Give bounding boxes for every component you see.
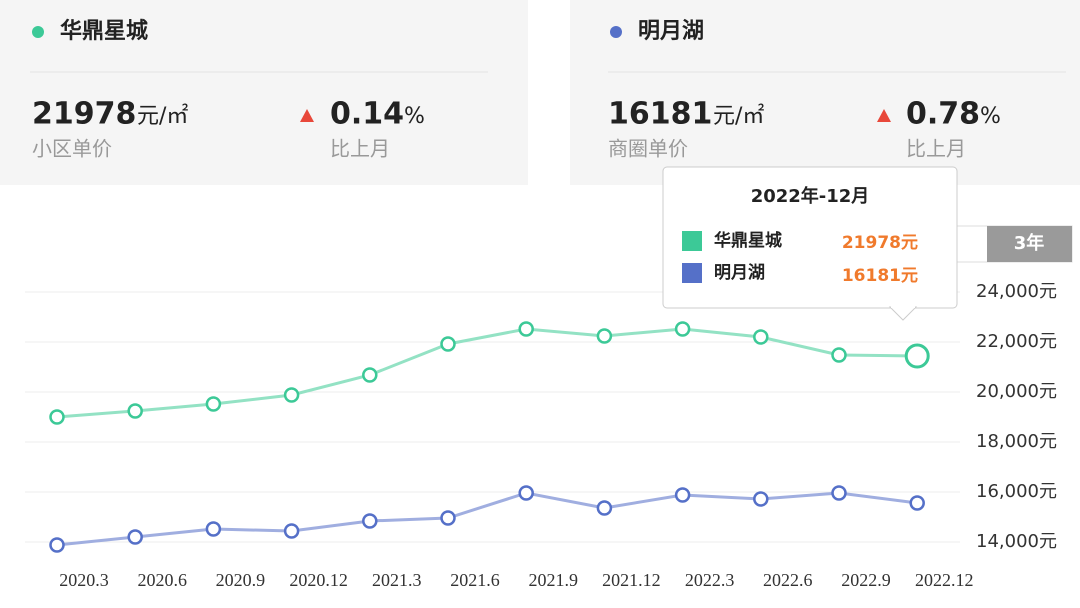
point [518, 321, 534, 337]
change: 0.78 [906, 97, 980, 132]
point [49, 409, 65, 425]
change-label: 比上月 [330, 137, 390, 161]
price-label: 商圈单价 [608, 137, 688, 161]
change-unit: % [980, 104, 1001, 129]
tab[interactable] [987, 226, 1072, 262]
point [440, 510, 456, 526]
change-unit: % [404, 104, 425, 129]
x-tick-label: 2020.9 [216, 570, 266, 590]
chart: 14,000元 16,000元 18,000元 20,000元 22,000元 24,00… [25, 281, 1057, 590]
tooltip-swatch [682, 231, 702, 251]
price-label: 小区单价 [32, 137, 112, 161]
point [127, 529, 143, 545]
point [753, 329, 769, 345]
point [362, 513, 378, 529]
point [674, 487, 691, 503]
tooltip-title: 2022年-12月 [751, 185, 870, 207]
change-label: 比上月 [906, 137, 966, 161]
point [518, 485, 534, 501]
point [440, 336, 456, 352]
price: 16181 [608, 97, 712, 132]
point [127, 403, 143, 419]
tooltip-swatch [682, 263, 702, 283]
x-tick-label: 2020.3 [59, 570, 109, 590]
point [362, 367, 378, 383]
x-tick-label: 2022.9 [841, 570, 891, 590]
price: 21978 [32, 97, 136, 132]
tooltip-pointer [888, 306, 918, 321]
point [283, 387, 300, 403]
point [753, 491, 769, 507]
x-tick-label: 2021.9 [528, 570, 578, 590]
card [570, 0, 1080, 185]
tab-label[interactable]: 3年 [1014, 232, 1045, 254]
card-dot [610, 26, 622, 38]
y-tick-label: 18,000元 [976, 431, 1057, 452]
point [596, 328, 613, 344]
series-line [56, 327, 918, 419]
point [674, 321, 691, 337]
change: 0.14 [330, 97, 404, 132]
point [49, 537, 65, 553]
y-tick-label: 16,000元 [976, 481, 1057, 502]
x-tick-label: 2022.3 [685, 570, 735, 590]
point [205, 521, 222, 537]
x-tick-label: 2021.6 [450, 570, 500, 590]
tooltip-box [662, 166, 958, 309]
x-tick-label: 2020.12 [289, 570, 348, 590]
up-icon [877, 109, 891, 122]
series-line [56, 491, 918, 547]
point [904, 343, 930, 369]
x-tick-label: 2021.3 [372, 570, 422, 590]
y-tick-label: 24,000元 [976, 281, 1057, 302]
card-dot [32, 26, 44, 38]
x-tick-label: 2022.12 [915, 570, 974, 590]
price-unit: 元/㎡ [137, 103, 188, 129]
x-tick-label: 2021.12 [602, 570, 661, 590]
tooltip: 2022年-12月 华鼎星城 21978元 明月湖 16181元 [662, 166, 958, 321]
tooltip-name: 明月湖 [714, 263, 765, 283]
point [831, 485, 847, 501]
card [0, 0, 528, 185]
x-tick-label: 2020.6 [137, 570, 187, 590]
point [831, 347, 847, 363]
tooltip-value: 21978元 [842, 233, 918, 253]
up-icon [300, 109, 314, 122]
point [283, 523, 300, 539]
point [909, 495, 925, 511]
x-tick-label: 2022.6 [763, 570, 813, 590]
point [205, 396, 222, 412]
y-tick-label: 20,000元 [976, 381, 1057, 402]
tooltip-value: 16181元 [842, 266, 918, 286]
point [596, 500, 613, 516]
price-unit: 元/㎡ [713, 103, 764, 129]
tooltip-name: 华鼎星城 [714, 230, 782, 251]
y-tick-label: 22,000元 [976, 331, 1057, 352]
card-title: 明月湖 [638, 19, 704, 44]
y-tick-label: 14,000元 [976, 531, 1057, 552]
card-title: 华鼎星城 [60, 18, 148, 44]
